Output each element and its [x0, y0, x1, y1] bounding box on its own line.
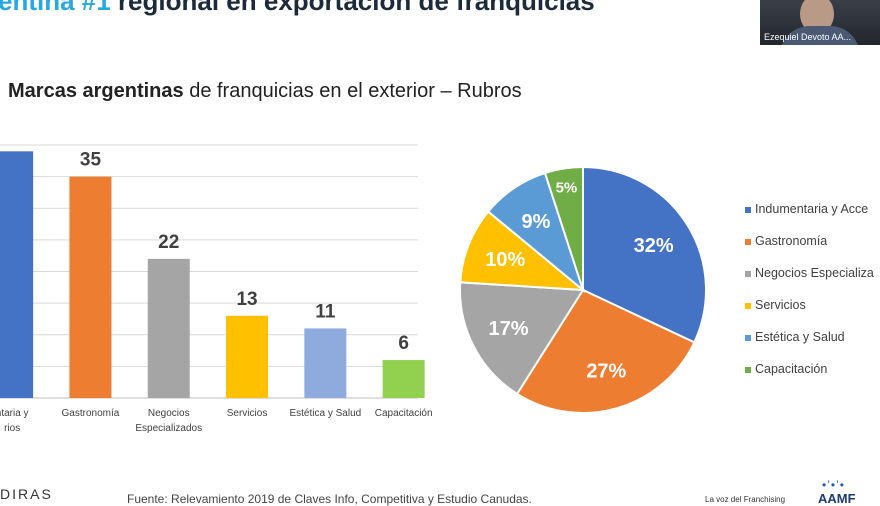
aamf-logo-text: AAMF	[818, 491, 856, 506]
bar-category-label: Capacitación	[375, 408, 433, 419]
bar-category-label: Especializados	[135, 423, 202, 434]
legend-swatch	[745, 271, 751, 277]
pie-slice	[515, 288, 696, 414]
subtitle-rest: de franquicias en el exterior – Rubros	[183, 80, 522, 102]
slide-title-highlight: entina #1	[0, 0, 111, 16]
bar-value-label: 13	[236, 289, 257, 310]
bar	[0, 151, 34, 398]
bar-category-label: Gastronomía	[62, 408, 120, 419]
bar-category-label: rios	[4, 423, 20, 434]
participant-video-tile[interactable]: Ezequiel Devoto AA...	[760, 0, 880, 45]
legend-label: Negocios Especializa	[755, 266, 874, 280]
pie-slice-label: 27%	[586, 360, 626, 382]
legend-swatch	[745, 239, 751, 245]
bar-value-label: 22	[158, 232, 179, 253]
pie-slice	[582, 165, 707, 344]
pie-slice-label: 5%	[556, 180, 578, 197]
pie-slice	[543, 165, 584, 291]
bar-value-label: 6	[398, 333, 409, 354]
bar-value-label: 35	[80, 150, 102, 171]
legend-swatch	[745, 335, 751, 341]
pie-slice-label: 9%	[522, 211, 551, 233]
bar	[382, 360, 425, 398]
participant-name-label: Ezequiel Devoto AA...	[764, 32, 852, 42]
bar-value-label: 11	[315, 301, 336, 322]
slide-title: entina #1 regional en exportación de fra…	[0, 0, 595, 17]
pie-slice-label: 10%	[485, 249, 525, 271]
pie-slice	[459, 210, 587, 292]
legend-label: Estética y Salud	[755, 330, 845, 344]
subtitle-bold: Marcas argentinas	[8, 80, 184, 102]
bar-category-label: Servicios	[227, 408, 268, 419]
participant-body	[780, 26, 860, 45]
footer-source: Fuente: Relevamiento 2019 de Claves Info…	[127, 492, 532, 506]
bar	[304, 328, 347, 398]
legend-label: Capacitación	[755, 362, 828, 376]
bar-category-label: Estética y Salud	[289, 408, 361, 419]
legend-label: Indumentaria y Acce	[755, 202, 869, 216]
pie-slice	[459, 281, 585, 396]
legend-swatch	[745, 303, 751, 309]
aamf-logo: •’•’• AAMF	[818, 478, 860, 506]
bar-category-label: ntaria y	[0, 408, 29, 419]
slide-title-rest: regional en exportación de franquicias	[110, 0, 595, 16]
bar	[147, 258, 190, 398]
legend-label: Servicios	[755, 298, 806, 312]
legend-swatch	[745, 367, 751, 373]
footer-logo-left: DIRAS	[0, 486, 53, 502]
footer-tagline: La voz del Franchising	[705, 495, 786, 504]
legend-swatch	[745, 207, 751, 213]
bar	[226, 315, 269, 398]
aamf-logo-dots-icon: •’•’•	[822, 478, 845, 492]
legend-label: Gastronomía	[755, 234, 828, 248]
pie-slice-label: 17%	[488, 318, 528, 340]
slide-subtitle: Marcas argentinas de franquicias en el e…	[8, 80, 522, 103]
bar	[69, 176, 112, 398]
bar-category-label: Negocios	[148, 408, 190, 419]
pie-slice-label: 32%	[634, 235, 674, 257]
